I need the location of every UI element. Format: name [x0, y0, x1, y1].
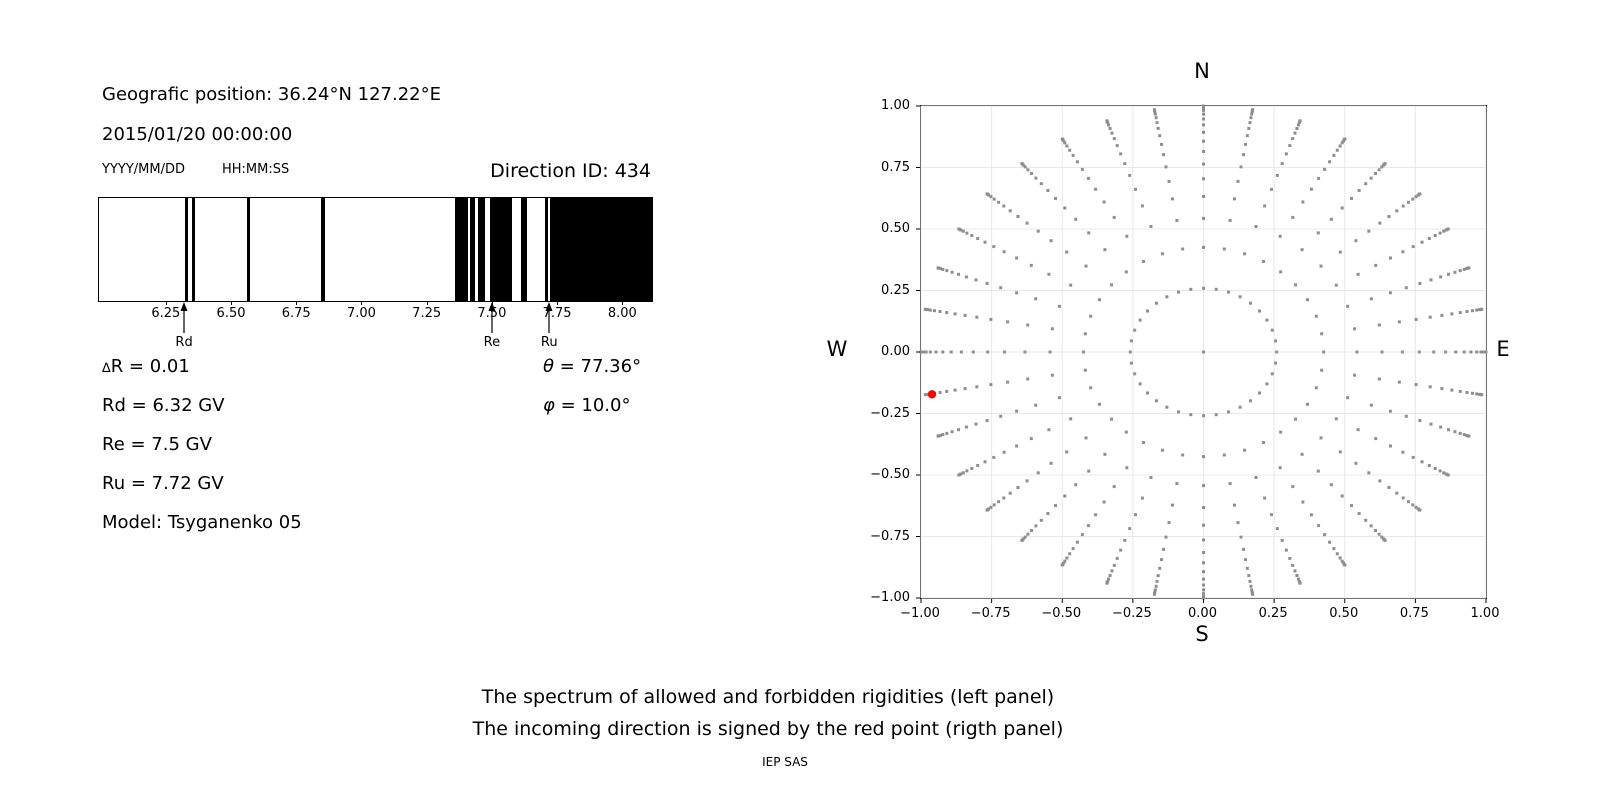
grid-layer	[920, 105, 1487, 599]
rd-arrow	[180, 302, 188, 333]
scatter-x-tick-label: −0.75	[970, 606, 1011, 621]
x-axis-tick	[361, 301, 363, 305]
geo-position-text: Geografic position: 36.24°N 127.22°E	[102, 84, 442, 105]
re-arrow-label: Re	[483, 335, 501, 350]
scatter-x-tick-label: 0.75	[1399, 606, 1429, 621]
datetime-text: 2015/01/20 00:00:00	[102, 124, 293, 145]
x-axis-tick-label: 7.75	[542, 306, 572, 321]
scatter-y-tick-label: 0.75	[881, 159, 910, 175]
red-incoming-direction-point	[927, 390, 937, 399]
x-axis-tick	[622, 301, 624, 305]
x-axis-tick-label: 6.50	[216, 306, 246, 321]
x-axis-tick	[491, 301, 493, 305]
scatter-x-tick-label: −1.00	[900, 606, 940, 621]
forbidden-band	[455, 198, 468, 301]
re-arrow	[488, 302, 496, 333]
axis-ticks-layer	[916, 105, 1487, 603]
x-axis-tick	[165, 301, 167, 305]
scatter-x-tick-label: 0.50	[1329, 606, 1359, 621]
x-axis-tick-label: 6.25	[151, 306, 181, 321]
compass-west-label: W	[826, 337, 848, 361]
direction-dots-layer	[919, 104, 1488, 600]
scatter-x-tick-label: 1.00	[1470, 606, 1500, 621]
scatter-y-tick-label: −0.25	[870, 405, 910, 421]
scatter-y-tick-label: −1.00	[870, 590, 910, 605]
scatter-x-tick-label: −0.50	[1041, 606, 1082, 621]
compass-east-label: E	[1496, 337, 1510, 361]
credit-text: IEP SAS	[762, 755, 808, 769]
time-format-label: HH:MM:SS	[222, 162, 290, 177]
scatter-y-tick-label: 0.50	[881, 221, 910, 236]
x-axis-tick-label: 7.00	[346, 306, 376, 321]
forbidden-band	[520, 198, 527, 301]
x-axis-tick	[557, 301, 559, 305]
forbidden-band	[184, 198, 189, 301]
ru-arrow	[545, 302, 553, 333]
x-axis-tick-label: 7.50	[477, 306, 507, 321]
scatter-y-tick-label: 0.00	[881, 344, 910, 359]
forbidden-band	[192, 198, 196, 301]
forbidden-band	[550, 198, 652, 301]
x-axis-tick-label: 7.25	[412, 306, 442, 321]
direction-id-text: Direction ID: 434	[490, 160, 651, 182]
scatter-x-tick-label: 0.25	[1258, 606, 1288, 621]
forbidden-band	[246, 198, 251, 301]
phi-symbol: φ	[543, 395, 555, 416]
x-axis-tick	[426, 301, 428, 305]
rigidity-spectrum-plot	[98, 197, 653, 302]
compass-south-label: S	[1195, 622, 1209, 646]
forbidden-band	[321, 198, 326, 301]
scatter-y-tick-label: 1.00	[881, 98, 910, 113]
scatter-y-tick-label: −0.50	[870, 467, 910, 482]
scatter-x-tick-label: 0.00	[1188, 606, 1217, 621]
delta-r-text: ∆R = 0.01	[102, 356, 190, 377]
phi-text: φ = 10.0°	[543, 395, 631, 416]
forbidden-band	[545, 198, 549, 301]
date-format-label: YYYY/MM/DD	[102, 162, 185, 177]
model-text: Model: Tsyganenko 05	[102, 512, 302, 533]
rd-text: Rd = 6.32 GV	[102, 395, 225, 416]
scatter-x-tick-label: −0.25	[1111, 606, 1152, 621]
x-axis-tick	[296, 301, 298, 305]
x-axis-tick-label: 8.00	[607, 306, 637, 321]
forbidden-band	[477, 198, 485, 301]
ru-arrow-label: Ru	[540, 335, 558, 350]
theta-text: θ = 77.36°	[543, 356, 642, 377]
direction-map-plot	[916, 104, 1488, 603]
scatter-y-tick-label: 0.25	[881, 282, 910, 298]
forbidden-band	[470, 198, 476, 301]
compass-north-label: N	[1194, 59, 1210, 83]
x-axis-tick	[231, 301, 233, 305]
caption-line-2: The incoming direction is signed by the …	[472, 718, 1064, 740]
delta-symbol: ∆	[102, 361, 111, 376]
re-text: Re = 7.5 GV	[102, 434, 212, 455]
ru-text: Ru = 7.72 GV	[102, 473, 224, 494]
caption-line-1: The spectrum of allowed and forbidden ri…	[481, 686, 1055, 708]
x-axis-tick-label: 6.75	[281, 306, 311, 321]
rd-arrow-label: Rd	[175, 335, 193, 350]
theta-symbol: θ	[543, 356, 555, 377]
scatter-y-tick-label: −0.75	[870, 528, 910, 544]
direction-map-canvas	[916, 104, 1488, 603]
forbidden-band	[490, 198, 513, 301]
